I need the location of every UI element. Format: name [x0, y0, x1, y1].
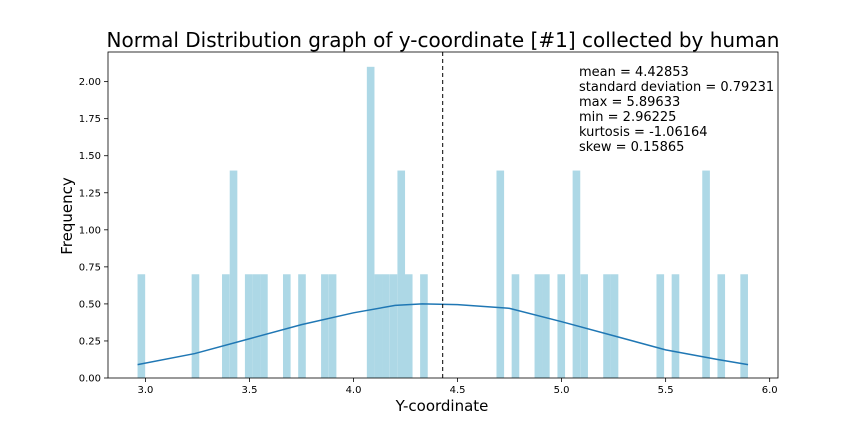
histogram-bar-0 — [137, 274, 146, 378]
x-tick-label-0: 3.0 — [138, 385, 154, 396]
stats-line-5: skew = 0.15865 — [579, 140, 684, 155]
histogram-bar-16 — [404, 274, 413, 378]
plot-area: 3.0 3.5 4.0 4.5 5.0 5.5 6.0 0.00 0.25 0.50 0.75 1.0… — [79, 51, 779, 396]
histogram-bar-10 — [328, 274, 337, 378]
stats-line-2: max = 5.89633 — [579, 95, 680, 110]
y-tick-label-2: 0.50 — [79, 299, 101, 310]
stats-line-4: kurtosis = -1.06164 — [579, 125, 708, 140]
histogram-bar-15 — [397, 170, 406, 378]
histogram-bar-18 — [496, 170, 505, 378]
histogram-bar-22 — [557, 274, 566, 378]
histogram-bar-26 — [610, 274, 619, 378]
histogram-bar-4 — [244, 274, 253, 378]
y-tick-label-3: 0.75 — [79, 262, 101, 273]
histogram-bar-29 — [702, 170, 710, 378]
histogram-bar-6 — [260, 274, 268, 378]
x-tick-label-6: 6.0 — [762, 385, 778, 396]
x-tick-label-2: 4.0 — [346, 385, 362, 396]
x-tick-label-4: 5.0 — [554, 385, 570, 396]
x-axis-label: Y-coordinate — [395, 397, 489, 415]
y-tick-label-8: 2.00 — [79, 77, 101, 88]
histogram-bar-21 — [542, 274, 550, 378]
y-tick-label-0: 0.00 — [79, 374, 101, 385]
plot-frame — [107, 51, 779, 379]
histogram-bar-3 — [229, 170, 238, 378]
y-tick-label-4: 1.00 — [79, 225, 101, 236]
y-tick-label-1: 0.25 — [79, 336, 101, 347]
histogram-bar-8 — [298, 274, 306, 378]
normal-curve-line — [137, 303, 749, 366]
histogram-bar-17 — [420, 274, 428, 378]
histogram-bar-20 — [534, 274, 543, 378]
histogram-bar-19 — [511, 274, 520, 378]
y-axis-label: Frequency — [58, 177, 76, 255]
stats-line-3: min = 2.96225 — [579, 110, 676, 125]
histogram-bar-12 — [374, 274, 383, 378]
x-tick-label-1: 3.5 — [242, 385, 258, 396]
histogram-bar-25 — [603, 274, 611, 378]
stats-line-0: mean = 4.42853 — [579, 65, 689, 80]
histogram-bar-28 — [671, 274, 680, 378]
histogram-bar-13 — [382, 274, 390, 378]
histogram-bar-7 — [282, 274, 291, 378]
histogram-bar-2 — [222, 274, 230, 378]
histogram-bar-23 — [572, 170, 581, 378]
y-tick-label-5: 1.25 — [79, 188, 101, 199]
y-tick-label-6: 1.50 — [79, 151, 101, 162]
histogram-bar-14 — [389, 274, 398, 378]
histogram-bar-1 — [191, 274, 200, 378]
histogram-bar-27 — [656, 274, 665, 378]
histogram-bar-24 — [580, 274, 588, 378]
histogram-bar-5 — [252, 274, 261, 378]
y-tick-label-7: 1.75 — [79, 114, 101, 125]
histogram-bar-11 — [366, 66, 375, 378]
stats-line-1: standard deviation = 0.79231 — [579, 80, 774, 95]
histogram-bar-31 — [740, 274, 748, 378]
x-tick-label-3: 4.5 — [450, 385, 466, 396]
x-tick-label-5: 5.5 — [658, 385, 674, 396]
chart-title: Normal Distribution graph of y-coordinat… — [107, 28, 780, 52]
histogram-bar-9 — [321, 274, 329, 378]
histogram-bar-30 — [717, 274, 726, 378]
